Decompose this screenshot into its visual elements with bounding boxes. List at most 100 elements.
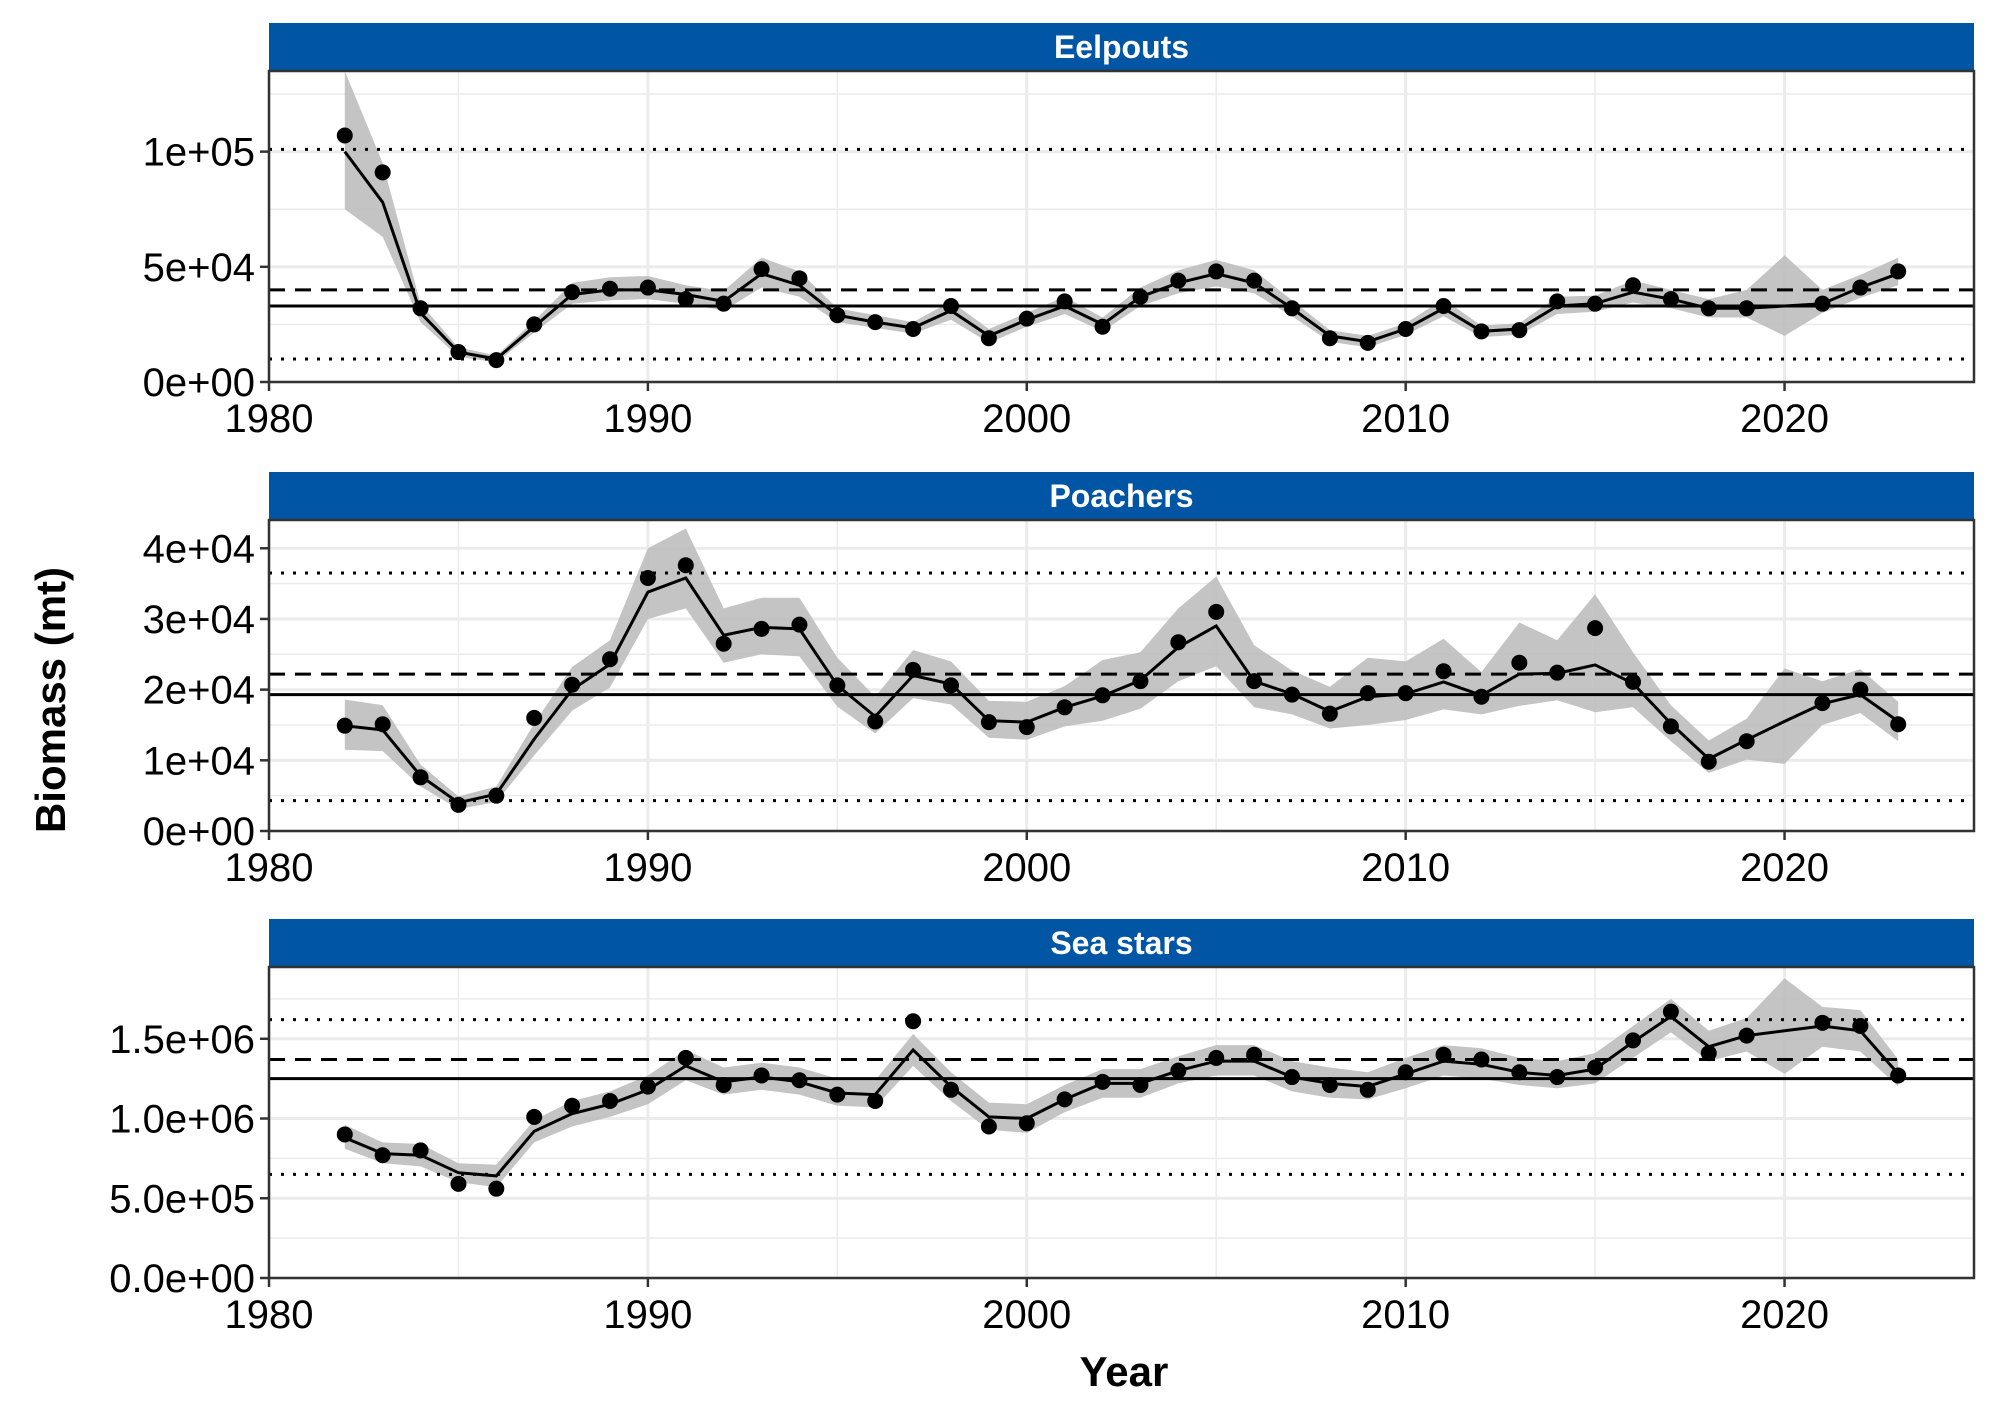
data-point <box>1018 719 1035 736</box>
data-point <box>791 270 808 287</box>
x-tick-label: 2000 <box>982 1293 1071 1337</box>
data-point <box>374 1147 391 1164</box>
x-tick-label: 1990 <box>603 1293 692 1337</box>
x-tick-label: 2000 <box>982 846 1071 890</box>
data-point <box>1435 297 1452 314</box>
data-point <box>1473 323 1490 340</box>
data-point <box>1890 1067 1907 1084</box>
data-point <box>715 295 732 312</box>
x-tick-label: 1980 <box>225 397 314 441</box>
data-point <box>829 307 846 324</box>
data-point <box>1738 300 1755 317</box>
data-point <box>639 279 656 296</box>
data-point <box>1435 1046 1452 1063</box>
facet-strip-title: Poachers <box>1049 478 1193 514</box>
confidence-band <box>344 71 1899 363</box>
data-point <box>639 569 656 586</box>
facet-strip <box>269 472 1974 520</box>
data-point <box>1700 300 1717 317</box>
data-point <box>1852 279 1869 296</box>
x-tick-label: 2020 <box>1740 1293 1829 1337</box>
facet-strip <box>269 919 1974 967</box>
data-point <box>1473 688 1490 705</box>
facet-strip-title: Sea stars <box>1050 925 1192 961</box>
data-point <box>677 557 694 574</box>
y-tick-label: 1.5e+06 <box>109 1018 255 1062</box>
confidence-band <box>344 528 1899 810</box>
data-point <box>564 1097 581 1114</box>
data-point <box>867 1092 884 1109</box>
data-point <box>1321 1077 1338 1094</box>
data-point <box>450 344 467 361</box>
data-point <box>905 1013 922 1030</box>
data-point <box>1397 685 1414 702</box>
data-point <box>1890 716 1907 733</box>
facet-panel-3: Sea stars 0.0e+00 5.0e+05 1.0e+06 1.5e+06 198… <box>109 919 1976 1337</box>
data-point <box>412 1142 429 1159</box>
data-point <box>1094 1073 1111 1090</box>
data-point <box>639 1078 656 1095</box>
data-point <box>1056 293 1073 310</box>
data-point <box>980 330 997 347</box>
y-tick-label: 0.0e+00 <box>109 1257 255 1301</box>
y-tick-label: 1e+05 <box>143 131 255 175</box>
data-point <box>1170 272 1187 289</box>
data-point <box>1511 322 1528 339</box>
fitted-line <box>344 576 1900 805</box>
data-point <box>677 1049 694 1066</box>
y-tick-label: 1e+04 <box>143 739 255 783</box>
data-point <box>1359 685 1376 702</box>
data-point <box>1435 663 1452 680</box>
data-point <box>1814 1014 1831 1031</box>
y-tick-label: 3e+04 <box>143 598 255 642</box>
data-point <box>980 714 997 731</box>
data-point <box>1852 681 1869 698</box>
data-point <box>905 661 922 678</box>
x-tick-label: 1980 <box>225 846 314 890</box>
data-point <box>715 635 732 652</box>
data-point <box>1208 263 1225 280</box>
y-tick-label: 0e+00 <box>143 361 255 405</box>
data-point <box>1549 293 1566 310</box>
data-point <box>980 1118 997 1135</box>
panel-border <box>267 518 1976 833</box>
data-point <box>1625 1032 1641 1049</box>
facet-panels: Eelpouts 0e+00 5e+04 1e+05 1980 1990 2000 2010 2… <box>109 23 1976 1337</box>
x-axis-title: Year <box>1080 1348 1169 1395</box>
data-point <box>1549 664 1566 681</box>
data-point <box>1738 1027 1755 1044</box>
data-point <box>1094 687 1111 704</box>
data-point <box>488 1180 505 1197</box>
data-point <box>677 291 694 308</box>
data-point <box>1132 673 1149 690</box>
data-point <box>829 1086 846 1103</box>
data-point <box>1587 295 1604 312</box>
x-tick-label: 2020 <box>1740 397 1829 441</box>
plot-area <box>269 967 1974 1278</box>
data-point <box>1473 1051 1490 1068</box>
x-tick-label: 2010 <box>1361 397 1450 441</box>
data-point <box>1397 321 1414 338</box>
data-point <box>1018 310 1035 327</box>
data-point <box>450 796 467 813</box>
data-point <box>1170 1062 1187 1079</box>
data-point <box>1587 1059 1604 1076</box>
data-point <box>753 261 770 278</box>
data-point <box>1208 1049 1225 1066</box>
data-point <box>1284 300 1300 317</box>
data-point <box>1246 1046 1263 1063</box>
data-point <box>1321 705 1338 722</box>
data-point <box>1284 1069 1300 1086</box>
data-point <box>336 127 353 144</box>
data-point <box>791 1072 808 1089</box>
data-point <box>867 314 884 331</box>
data-point <box>791 616 808 633</box>
data-point <box>1056 699 1073 716</box>
data-point <box>1549 1069 1566 1086</box>
data-point <box>526 1108 543 1125</box>
data-point <box>1852 1018 1869 1035</box>
data-point <box>1662 718 1679 735</box>
facet-panel-2: Poachers 0e+00 1e+04 2e+04 3e+04 4e+04 1980 199… <box>143 472 1976 890</box>
data-point <box>1359 334 1376 351</box>
